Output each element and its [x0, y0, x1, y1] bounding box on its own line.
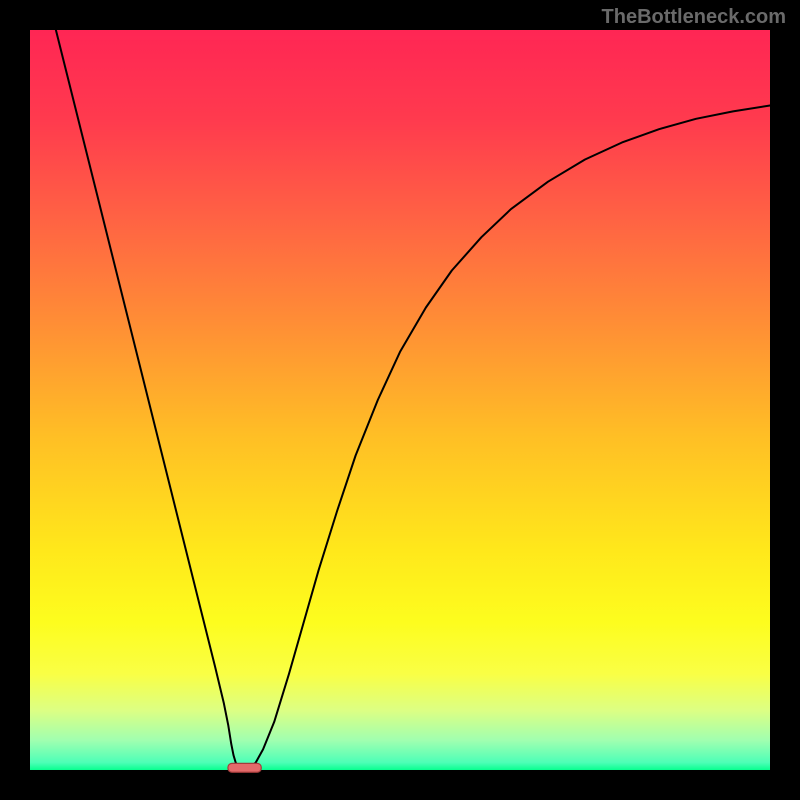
watermark-text: TheBottleneck.com	[602, 6, 786, 29]
minimum-marker	[228, 763, 261, 772]
plot-background	[30, 30, 770, 770]
chart-container: TheBottleneck.com	[0, 0, 800, 800]
bottleneck-chart	[0, 0, 800, 800]
